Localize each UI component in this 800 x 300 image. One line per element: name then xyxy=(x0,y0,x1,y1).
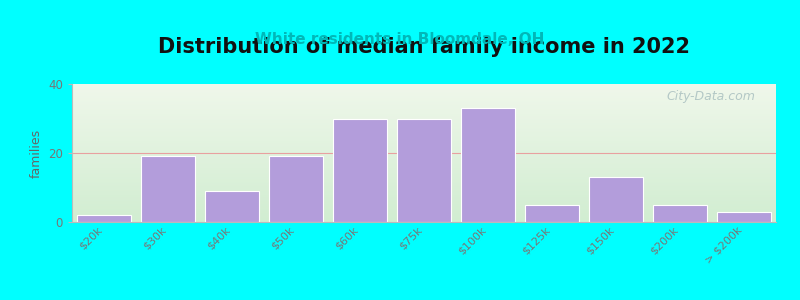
Bar xyxy=(141,156,195,222)
Title: Distribution of median family income in 2022: Distribution of median family income in … xyxy=(158,38,690,57)
Bar xyxy=(525,205,579,222)
Bar xyxy=(397,118,451,222)
Y-axis label: families: families xyxy=(30,128,42,178)
Bar xyxy=(589,177,643,222)
Bar xyxy=(653,205,707,222)
Bar xyxy=(461,108,515,222)
Text: White residents in Bloomdale, OH: White residents in Bloomdale, OH xyxy=(255,32,545,46)
Bar xyxy=(269,156,323,222)
Bar xyxy=(205,191,259,222)
Bar xyxy=(717,212,771,222)
Bar xyxy=(333,118,387,222)
Bar xyxy=(77,215,131,222)
Text: City-Data.com: City-Data.com xyxy=(666,89,755,103)
